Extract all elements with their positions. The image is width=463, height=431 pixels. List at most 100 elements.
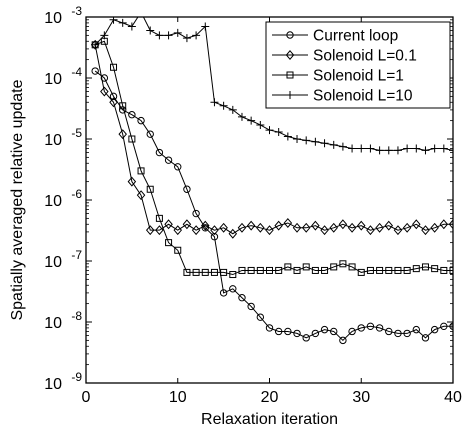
data-point <box>145 225 155 236</box>
data-point <box>357 324 365 332</box>
data-point <box>146 26 155 35</box>
data-point <box>339 260 347 268</box>
data-point <box>421 146 430 155</box>
data-point <box>412 219 421 230</box>
data-point <box>292 222 302 233</box>
series-line <box>94 17 453 151</box>
data-point <box>421 334 430 342</box>
data-point <box>155 31 164 40</box>
data-point <box>118 18 127 27</box>
data-point <box>321 266 329 274</box>
data-point <box>182 219 192 230</box>
data-point <box>210 233 219 241</box>
data-point <box>136 190 146 201</box>
data-point <box>338 142 347 151</box>
data-point <box>155 225 164 236</box>
data-point <box>201 224 209 232</box>
data-point <box>440 266 448 274</box>
data-point <box>201 220 210 231</box>
axes-layer: 0 10 20 30 40 10 -9 10 -8 10 -7 10 -6 10 -5 10 -4 10 -3 <box>44 4 462 406</box>
data-point <box>137 167 145 175</box>
data-point <box>247 302 255 311</box>
data-point <box>256 222 265 233</box>
y-tick-label: 10 <box>44 71 62 88</box>
data-point <box>237 112 246 121</box>
data-point <box>146 185 154 193</box>
series-line <box>94 70 453 342</box>
data-point <box>431 265 439 273</box>
data-point <box>293 266 301 274</box>
data-point <box>293 329 301 338</box>
data-point <box>164 156 173 164</box>
data-point <box>128 135 136 143</box>
data-point <box>320 139 329 148</box>
data-point <box>348 263 356 271</box>
data-point <box>127 22 136 31</box>
data-point <box>174 246 182 254</box>
data-point <box>375 324 384 332</box>
data-point <box>430 325 439 334</box>
y-tick-base: 10 <box>44 193 62 210</box>
data-point <box>283 132 292 141</box>
y-tick-base: 10 <box>44 254 62 271</box>
data-point <box>127 176 137 187</box>
x-tick-label: 0 <box>82 389 91 406</box>
data-point <box>210 268 218 276</box>
y-tick-exponent: -3 <box>71 4 82 18</box>
data-point <box>237 222 247 233</box>
data-point <box>192 209 200 218</box>
legend-swatch-marker <box>286 91 294 99</box>
data-point <box>440 322 448 331</box>
data-point <box>448 219 453 230</box>
data-point <box>228 228 238 239</box>
series-layer <box>90 17 453 345</box>
data-point <box>302 334 310 342</box>
x-tick-label: 20 <box>261 389 279 406</box>
y-tick-label: 10 <box>44 315 62 332</box>
data-point <box>210 98 219 107</box>
legend-item: Solenoid L=0.1 <box>272 48 417 65</box>
data-point <box>412 265 420 273</box>
data-point <box>311 266 319 274</box>
data-point <box>274 220 283 231</box>
data-point <box>274 327 283 336</box>
y-tick-base: 10 <box>44 132 62 149</box>
data-point <box>228 105 237 114</box>
y-axis-title: Spatially averaged relative update <box>9 79 26 320</box>
data-point <box>357 268 365 276</box>
y-tick-base: 10 <box>44 315 62 332</box>
data-point <box>385 327 393 336</box>
data-point <box>155 214 163 222</box>
data-point <box>403 266 411 274</box>
data-point <box>375 222 384 233</box>
data-point <box>385 266 393 274</box>
data-point <box>330 263 338 271</box>
series-square <box>91 37 453 279</box>
data-point <box>192 268 200 276</box>
data-point <box>246 220 256 231</box>
legend-label: Current loop <box>313 28 398 45</box>
data-point <box>256 313 265 321</box>
y-tick-exponent: -4 <box>71 65 82 79</box>
data-point <box>173 28 182 37</box>
legend-label: Solenoid L=1 <box>313 68 404 85</box>
data-point <box>238 266 246 274</box>
data-point <box>293 135 302 143</box>
data-point <box>201 268 209 276</box>
data-point <box>265 225 274 236</box>
data-point <box>155 148 164 157</box>
data-point <box>100 74 109 82</box>
data-point <box>183 268 191 276</box>
y-tick-base: 10 <box>44 71 62 88</box>
data-point <box>366 144 375 153</box>
y-tick-exponent: -5 <box>71 126 82 140</box>
data-point <box>219 222 228 233</box>
data-point <box>265 126 274 135</box>
series-circle <box>91 67 453 345</box>
data-point <box>191 225 201 236</box>
y-tick-label: 10 <box>44 254 62 271</box>
data-point <box>238 294 246 302</box>
data-point <box>430 144 439 153</box>
data-point <box>302 136 311 145</box>
